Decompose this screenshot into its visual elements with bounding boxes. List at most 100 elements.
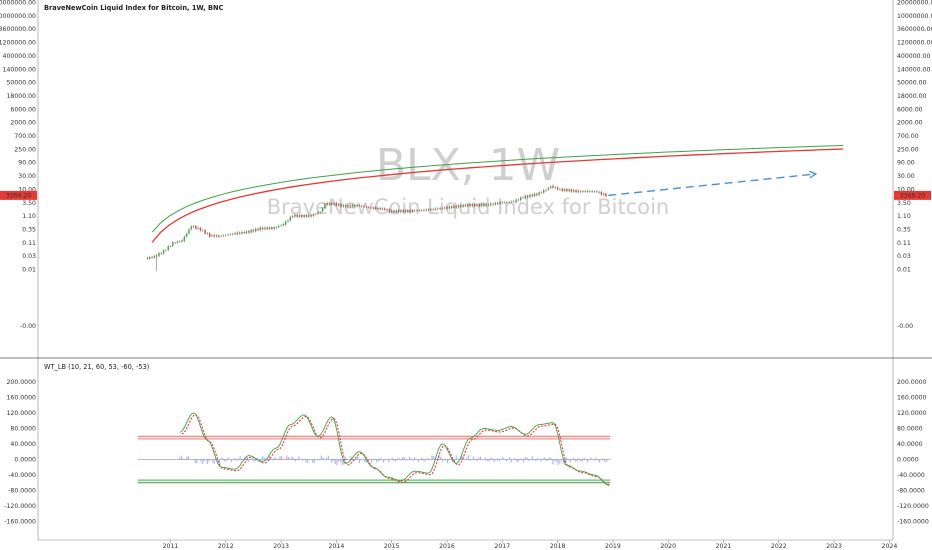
histogram-bar <box>557 459 559 466</box>
candle-body <box>204 230 206 234</box>
histogram-bar <box>429 458 431 460</box>
osc-tick-right: 40.0000 <box>897 441 923 448</box>
candle-body <box>432 209 434 210</box>
histogram-bar <box>398 458 400 460</box>
histogram-bar <box>495 459 497 461</box>
candle-body <box>208 233 211 237</box>
candle-body <box>437 208 439 210</box>
histogram-bar <box>208 459 210 462</box>
osc-tick-left: -120.0000 <box>4 503 36 510</box>
histogram-bar <box>237 458 240 460</box>
histogram-bar <box>412 459 414 462</box>
candle-body <box>409 209 411 213</box>
oversold-zone <box>137 480 611 483</box>
histogram-bar <box>312 459 314 464</box>
histogram-bar <box>298 456 300 460</box>
histogram-bar <box>573 457 575 460</box>
candle-body <box>460 205 462 207</box>
candle-body <box>455 205 457 208</box>
osc-tick-left: -40.0000 <box>8 472 36 479</box>
candle-body <box>579 191 582 192</box>
histogram-bar <box>274 457 276 460</box>
histogram-bar <box>536 458 539 460</box>
time-tick-label: 2017 <box>494 543 510 550</box>
histogram-bar <box>483 458 485 460</box>
histogram-bar <box>364 459 366 462</box>
histogram-bar <box>502 456 504 460</box>
histogram-bar <box>187 456 189 460</box>
histogram-bar <box>379 458 381 460</box>
price-tick-right: 0.01 <box>897 267 911 274</box>
histogram-bar <box>253 459 255 462</box>
candle-body <box>225 235 227 236</box>
histogram-bar <box>426 458 428 460</box>
candle-body <box>326 202 328 205</box>
histogram-bar <box>465 458 468 460</box>
histogram-bar <box>597 459 599 461</box>
candle-body <box>582 190 584 192</box>
histogram-bar <box>227 457 229 460</box>
histogram-bar <box>414 457 416 460</box>
candle-body <box>547 187 550 190</box>
candle-body <box>593 191 596 192</box>
candle-body <box>441 208 444 209</box>
candle-body <box>568 189 570 192</box>
price-tick-right: 30.00 <box>897 173 915 180</box>
histogram-bar <box>550 458 552 460</box>
histogram-bar <box>595 457 597 460</box>
candle-body <box>220 235 222 237</box>
histogram-bar <box>443 458 445 460</box>
candle-body <box>526 195 529 198</box>
histogram-bar <box>345 457 347 460</box>
candle-body <box>234 233 236 235</box>
histogram-bar <box>213 459 215 464</box>
candle-body <box>492 203 494 205</box>
candle-body <box>162 250 165 254</box>
histogram-bar <box>569 459 571 463</box>
candle-body <box>513 201 515 203</box>
price-tick-right: 250.00 <box>897 146 919 153</box>
candle-body <box>185 233 188 237</box>
candle-body <box>598 191 600 193</box>
time-tick-label: 2022 <box>771 543 787 550</box>
histogram-bar <box>521 458 523 460</box>
histogram-bar <box>561 459 563 461</box>
candle-body <box>241 231 243 234</box>
candle-body <box>301 214 303 218</box>
time-tick-label: 2024 <box>882 543 898 550</box>
price-tick-right: 0.35 <box>897 226 911 233</box>
histogram-bar <box>196 459 198 463</box>
price-tick-left: -0.00 <box>20 323 36 330</box>
candle-body <box>195 226 197 229</box>
price-tick-left: 0.03 <box>22 253 36 260</box>
price-tick-left: 250.00 <box>14 146 36 153</box>
histogram-bar <box>476 459 478 462</box>
candle-body <box>423 209 425 211</box>
osc-tick-right: 120.0000 <box>897 410 927 417</box>
histogram-bar <box>265 459 267 461</box>
candle-body <box>490 203 492 206</box>
candle-body <box>397 210 400 213</box>
candle-body <box>430 209 432 211</box>
histogram-bar <box>559 459 561 464</box>
candle-body <box>381 208 384 210</box>
candle-body <box>556 187 559 190</box>
candle-body <box>335 202 338 206</box>
candle-body <box>271 227 273 230</box>
candle-body <box>395 210 398 213</box>
histogram-bar <box>545 459 547 461</box>
candle-body <box>566 189 568 192</box>
histogram-bar <box>469 459 471 461</box>
candle-body <box>561 188 563 191</box>
time-tick-label: 2011 <box>163 543 179 550</box>
histogram-bar <box>372 458 374 460</box>
price-tick-right: 90.00 <box>897 160 915 167</box>
histogram-bar <box>301 459 304 461</box>
candle-body <box>354 204 356 207</box>
candle-body <box>275 227 278 228</box>
candle-body <box>273 227 275 230</box>
candle-body <box>536 193 538 196</box>
osc-tick-left: 200.0000 <box>6 379 36 386</box>
histogram-bar <box>224 459 226 462</box>
histogram-bar <box>305 459 307 463</box>
